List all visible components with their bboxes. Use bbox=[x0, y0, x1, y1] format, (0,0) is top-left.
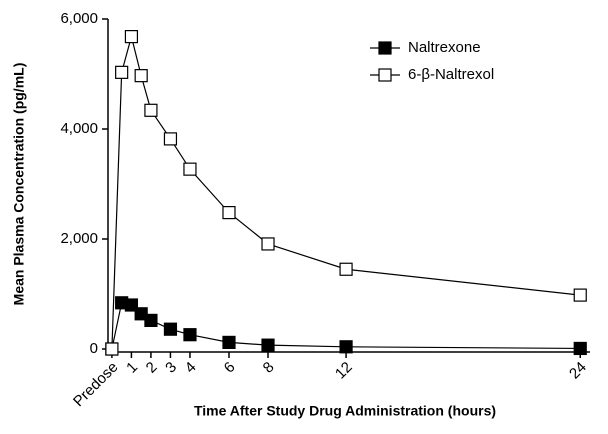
data-point bbox=[183, 162, 197, 176]
data-point bbox=[124, 30, 139, 44]
data-point bbox=[144, 103, 158, 117]
data-point bbox=[339, 262, 353, 276]
data-point bbox=[105, 342, 119, 356]
data-point bbox=[163, 322, 178, 336]
data-point bbox=[339, 340, 353, 354]
legend-marker bbox=[378, 68, 392, 82]
data-point bbox=[183, 328, 197, 342]
data-point bbox=[144, 313, 158, 327]
x-axis-title: Time After Study Drug Administration (ho… bbox=[194, 403, 496, 419]
data-point bbox=[573, 341, 587, 356]
y-tick-label: 6,000 bbox=[60, 10, 98, 27]
x-tick-label: 1 bbox=[123, 359, 141, 377]
data-point bbox=[163, 132, 178, 146]
data-point bbox=[115, 65, 129, 79]
data-point bbox=[573, 288, 587, 302]
x-tick-label: 24 bbox=[566, 359, 590, 383]
x-tick-label: Predose bbox=[70, 359, 122, 411]
legend-label: Naltrexone bbox=[408, 39, 481, 56]
data-point bbox=[124, 298, 139, 312]
legend-label: 6-β-Naltrexol bbox=[408, 66, 494, 83]
data-point bbox=[261, 338, 275, 352]
x-tick-label: 8 bbox=[260, 359, 278, 377]
x-tick-label: 12 bbox=[332, 359, 356, 383]
data-point bbox=[261, 237, 275, 251]
data-point bbox=[222, 335, 236, 349]
data-point bbox=[134, 69, 148, 83]
series-line bbox=[111, 34, 581, 350]
y-tick-label: 2,000 bbox=[60, 230, 98, 247]
data-point bbox=[134, 307, 148, 321]
y-tick-label: 0 bbox=[90, 340, 98, 357]
y-tick-label: 4,000 bbox=[60, 120, 98, 137]
x-tick-label: 3 bbox=[162, 359, 180, 377]
x-tick-label: 4 bbox=[182, 359, 200, 377]
x-tick-label: 2 bbox=[143, 359, 161, 377]
legend-marker bbox=[378, 41, 392, 55]
data-point bbox=[222, 206, 236, 220]
x-tick-label: 6 bbox=[221, 359, 239, 377]
y-axis-title: Mean Plasma Concentration (pg/mL) bbox=[11, 63, 27, 306]
